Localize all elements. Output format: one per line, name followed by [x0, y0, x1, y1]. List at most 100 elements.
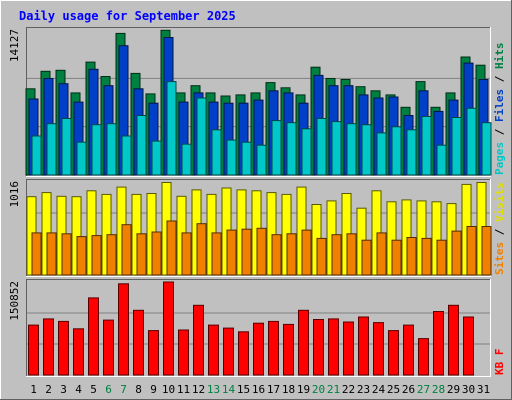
bar-pages-day-18 [286, 122, 297, 176]
bar-pages-day-7 [121, 135, 132, 176]
series-kb-f [28, 281, 474, 376]
bar-kb-f-day-13 [208, 324, 219, 376]
x-tick-label: 2 [45, 383, 52, 396]
bar-pages-day-2 [46, 123, 57, 176]
x-tick-label: 27 [417, 383, 430, 396]
bar-pages-day-26 [406, 129, 417, 176]
x-tick-label: 20 [312, 383, 325, 396]
bar-kb-f-day-10 [163, 281, 174, 376]
bar-kb-f-day-4 [73, 328, 84, 376]
bar-kb-f-day-15 [238, 331, 249, 376]
bar-pages-day-11 [181, 143, 192, 176]
x-tick-label: 5 [90, 383, 97, 396]
bar-pages-day-3 [61, 118, 72, 176]
x-tick-label: 23 [357, 383, 370, 396]
bar-sites-day-10 [166, 220, 177, 276]
x-tick-label: 29 [447, 383, 460, 396]
panel-legend: Sites / Visits [493, 182, 506, 275]
bar-sites-day-14 [226, 229, 237, 276]
bar-sites-day-19 [301, 229, 312, 276]
bar-kb-f-day-1 [28, 324, 39, 376]
bar-pages-day-12 [196, 97, 207, 176]
bar-pages-day-27 [421, 116, 432, 176]
bar-kb-f-day-3 [58, 320, 69, 376]
bar-sites-day-31 [481, 226, 492, 276]
bar-pages-day-4 [76, 141, 87, 176]
x-tick-label: 11 [177, 383, 190, 396]
bar-sites-day-20 [316, 237, 327, 276]
bar-sites-day-24 [376, 232, 387, 276]
x-tick-label: 13 [207, 383, 220, 396]
bar-kb-f-day-11 [178, 329, 189, 376]
bar-sites-day-4 [76, 236, 87, 276]
bar-pages-day-29 [451, 117, 462, 176]
y-max-label: 1016 [8, 181, 21, 208]
bar-pages-day-20 [316, 118, 327, 176]
x-tick-label: 19 [297, 383, 310, 396]
y-max-label: 150852 [8, 281, 21, 321]
bar-pages-day-6 [106, 123, 117, 176]
bar-kb-f-day-21 [328, 318, 339, 376]
bar-kb-f-day-7 [118, 283, 129, 376]
bar-pages-day-15 [241, 141, 252, 176]
bar-pages-day-8 [136, 115, 147, 176]
bar-kb-f-day-12 [193, 304, 204, 376]
legend-pages: Pages [493, 142, 506, 175]
bar-kb-f-day-27 [418, 338, 429, 376]
x-tick-label: 1 [30, 383, 37, 396]
bar-kb-f-day-26 [403, 324, 414, 376]
x-tick-label: 22 [342, 383, 355, 396]
bar-kb-f-day-22 [343, 321, 354, 376]
legend-hits: Hits [493, 43, 506, 70]
legend-kb-f: KB F [493, 349, 506, 376]
x-tick-label: 17 [267, 383, 280, 396]
legend-separator: / [493, 122, 506, 142]
bar-sites-day-21 [331, 234, 342, 276]
bar-sites-day-7 [121, 224, 132, 276]
y-max-label: 14127 [8, 29, 21, 62]
bar-pages-day-24 [376, 132, 387, 176]
bar-sites-day-26 [406, 237, 417, 276]
series-pages [31, 81, 492, 176]
bar-sites-day-18 [286, 233, 297, 276]
bar-sites-day-5 [91, 235, 102, 276]
bar-pages-day-30 [466, 107, 477, 176]
x-tick-label: 3 [60, 383, 67, 396]
bar-sites-day-22 [346, 233, 357, 276]
bar-kb-f-day-18 [283, 323, 294, 376]
bar-sites-day-1 [31, 232, 42, 276]
panel-hits-files-pages: 14127 Pages / Files / Hits [8, 27, 506, 177]
bar-sites-day-17 [271, 234, 282, 276]
legend-visits: Visits [493, 182, 506, 222]
bar-pages-day-25 [391, 126, 402, 176]
bar-kb-f-day-17 [268, 320, 279, 376]
bar-kb-f-day-24 [373, 322, 384, 376]
bar-pages-day-1 [31, 135, 42, 176]
bar-sites-day-23 [361, 239, 372, 276]
bar-sites-day-25 [391, 239, 402, 276]
x-tick-label: 7 [120, 383, 127, 396]
bar-kb-f-day-23 [358, 316, 369, 376]
bar-pages-day-13 [211, 129, 222, 176]
bar-kb-f-day-9 [148, 330, 159, 376]
bar-sites-day-28 [436, 239, 447, 276]
bar-kb-f-day-2 [43, 318, 54, 376]
bar-sites-day-2 [46, 232, 57, 276]
bar-sites-day-3 [61, 233, 72, 276]
bar-sites-day-30 [466, 226, 477, 276]
bar-pages-day-19 [301, 128, 312, 176]
panel-legend: Pages / Files / Hits [493, 43, 506, 176]
legend-files: Files [493, 89, 506, 122]
bar-kb-f-day-5 [88, 297, 99, 376]
bar-kb-f-day-19 [298, 309, 309, 376]
x-tick-label: 9 [150, 383, 157, 396]
bar-pages-day-10 [166, 81, 177, 176]
bar-pages-day-31 [481, 122, 492, 176]
x-tick-label: 28 [432, 383, 445, 396]
bar-pages-day-14 [226, 139, 237, 176]
bar-pages-day-5 [91, 124, 102, 176]
x-tick-label: 25 [387, 383, 400, 396]
bar-sites-day-9 [151, 231, 162, 276]
chart-title: Daily usage for September 2025 [19, 9, 236, 23]
